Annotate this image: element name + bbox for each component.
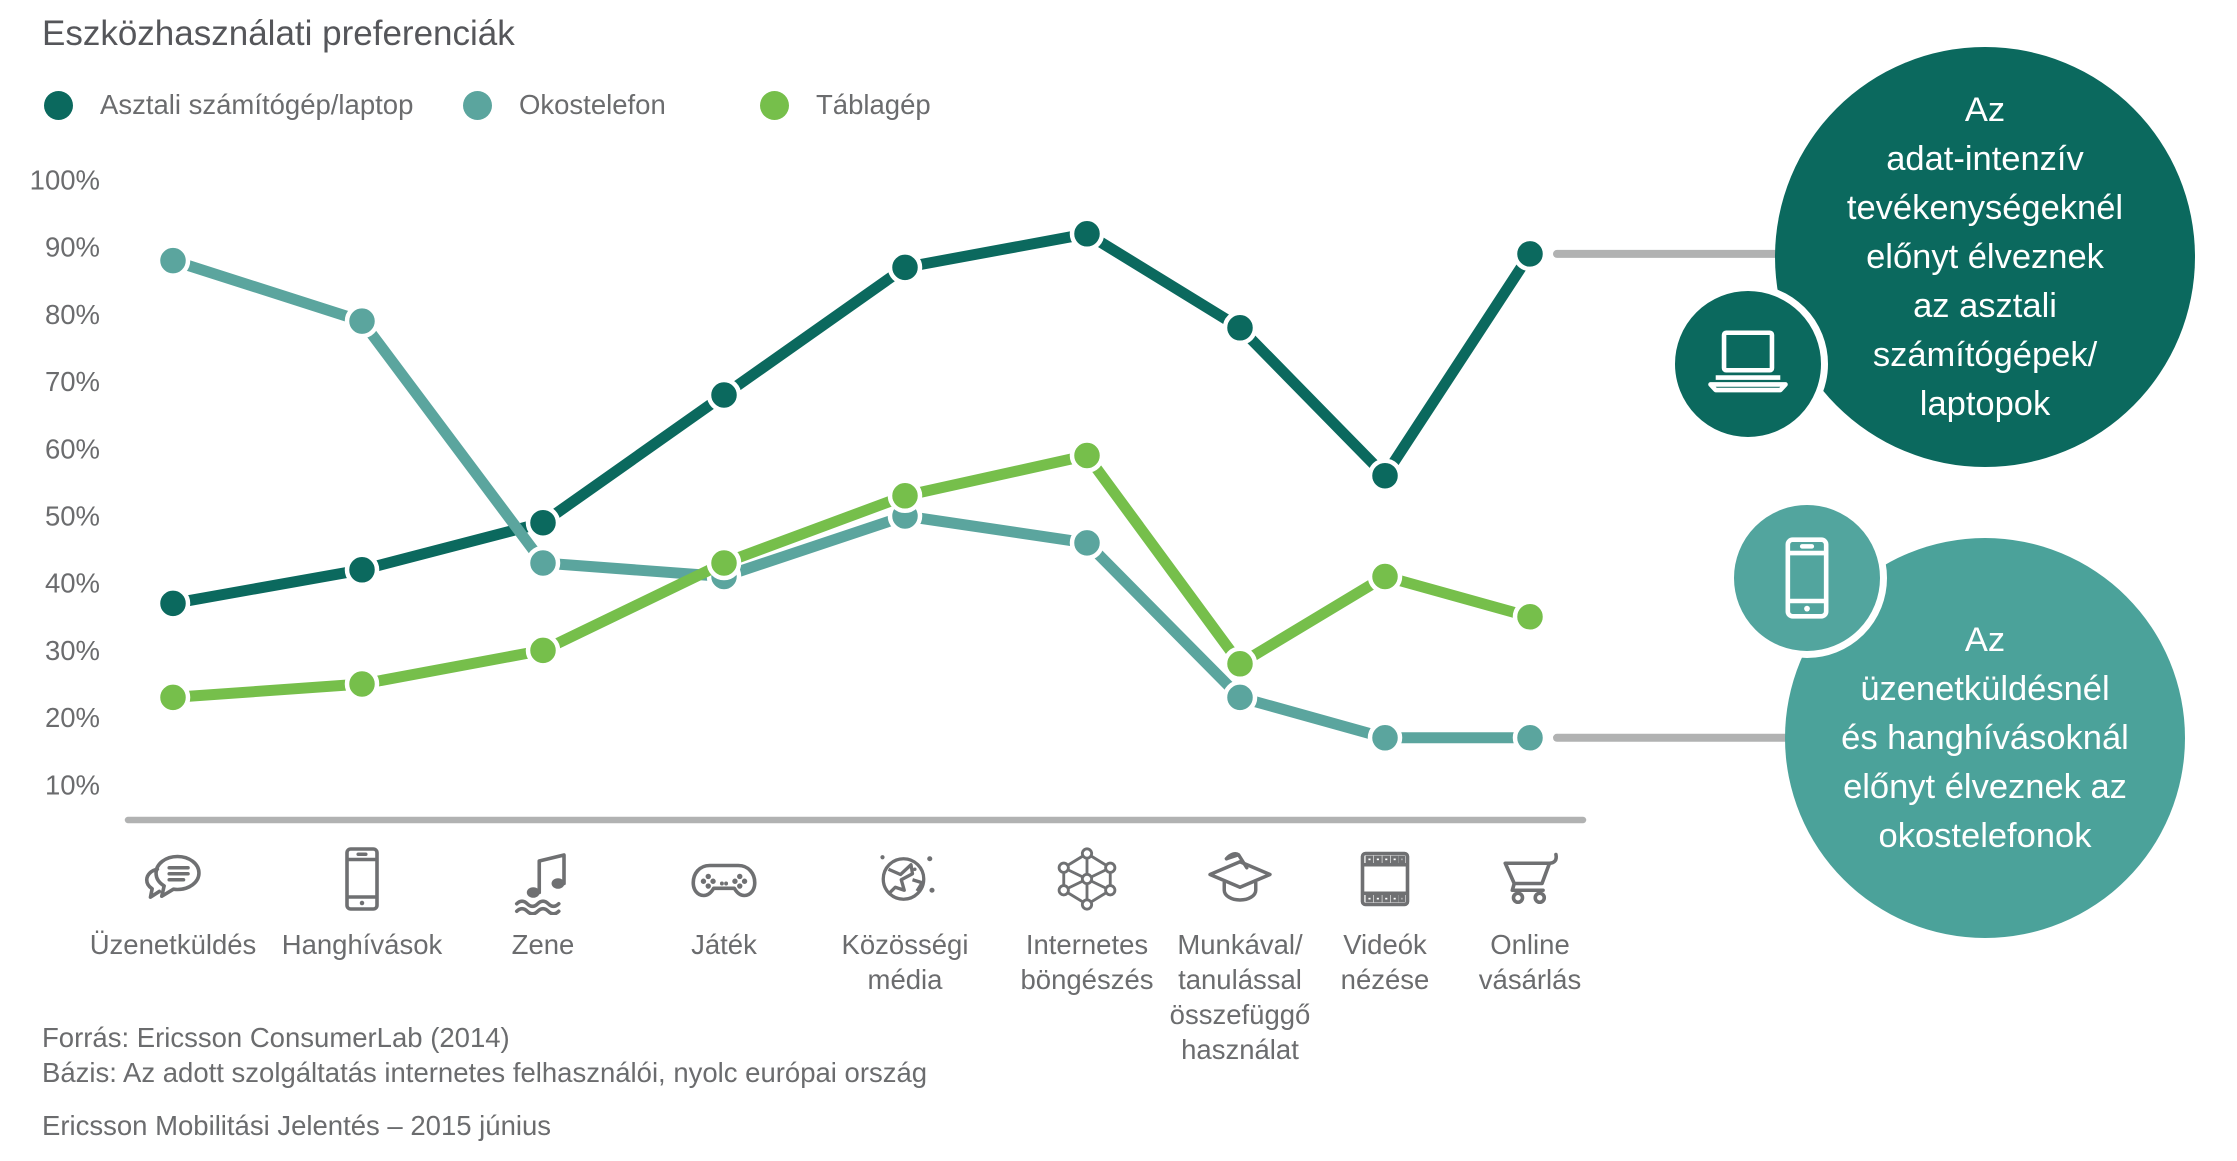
tablet-point-7: [1367, 559, 1403, 594]
desktop-point-7: [1367, 458, 1403, 493]
y-axis-tick: 20%: [45, 702, 100, 733]
smartphone-point-7: [1367, 720, 1403, 756]
desktop-line: [167, 228, 1536, 609]
smartphone-callout-text: Az üzenetküldésnél és hanghívásoknál elő…: [1841, 620, 2129, 855]
tablet-legend-dot-icon: [760, 90, 789, 120]
y-axis-tick: 60%: [45, 433, 100, 464]
desktop-callout-text: Az adat-intenzív tevékenységeknél előnyt…: [1846, 90, 2124, 423]
laptop-icon: [1698, 314, 1798, 414]
desktop-point-4: [887, 250, 923, 285]
footer-basis: Bázis: Az adott szolgáltatás internetes …: [42, 1057, 928, 1088]
music-icon: [514, 853, 567, 915]
legend-item-tablet: Táblagép: [760, 88, 931, 122]
legend-label: Asztali számítógép/laptop: [100, 89, 414, 120]
y-axis-tick: 80%: [45, 299, 100, 330]
shopping-cart-icon: [1503, 852, 1559, 905]
desktop-callout-icon-circle: [1668, 284, 1828, 444]
desktop-point-8: [1512, 236, 1548, 272]
smartphone-icon: [345, 847, 379, 911]
smartphone-callout-icon-circle: [1727, 498, 1887, 658]
legend-item-smartphone: Okostelefon: [463, 88, 666, 122]
legend-item-desktop: Asztali számítógép/laptop: [44, 88, 413, 122]
category-label-2: Zene: [511, 929, 575, 960]
y-axis-tick: 40%: [45, 568, 100, 599]
smartphone-line: [167, 255, 1536, 744]
legend-label: Okostelefon: [519, 89, 666, 120]
tablet-point-8: [1512, 599, 1548, 635]
smartphone-point-2: [525, 545, 561, 581]
category-label-5: Internetes böngészés: [1020, 929, 1154, 995]
y-axis-tick: 90%: [45, 232, 100, 263]
category-label-1: Hanghívások: [281, 929, 443, 960]
tablet-point-6: [1222, 646, 1258, 682]
chat-icon: [144, 854, 201, 899]
page-title: Eszközhasználati preferenciák: [42, 14, 515, 53]
desktop-point-6: [1222, 310, 1258, 346]
legend-label: Táblagép: [816, 89, 931, 120]
category-label-7: Videók nézése: [1340, 929, 1430, 995]
legend: Asztali számítógép/laptop Okostelefon Tá…: [0, 88, 1200, 122]
smartphone-point-8: [1512, 720, 1548, 756]
footer-report: Ericsson Mobilitási Jelentés – 2015 júni…: [42, 1110, 552, 1141]
film-strip-icon: [1360, 851, 1410, 907]
tablet-point-2: [525, 633, 561, 668]
tablet-point-1: [344, 666, 380, 702]
gamepad-icon: [691, 863, 757, 898]
smartphone-point-1: [344, 303, 380, 339]
desktop-point-1: [344, 552, 380, 588]
category-label-6: Munkával/ tanulással összefüggő használa…: [1169, 929, 1311, 1065]
tablet-point-3: [706, 545, 742, 581]
y-axis-tick: 50%: [45, 501, 100, 532]
footer-source: Forrás: Ericsson ConsumerLab (2014): [42, 1022, 510, 1053]
desktop-legend-dot-icon: [44, 90, 73, 120]
desktop-point-0: [155, 586, 191, 621]
smartphone-icon: [1761, 532, 1853, 624]
tablet-point-4: [887, 478, 923, 514]
y-axis-tick: 30%: [45, 635, 100, 666]
globe-icon: [878, 853, 937, 901]
smartphone-point-6: [1222, 680, 1258, 715]
smartphone-point-0: [155, 243, 191, 278]
smartphone-point-5: [1069, 525, 1105, 561]
y-axis-tick: 100%: [30, 165, 100, 196]
desktop-point-2: [525, 505, 561, 540]
tablet-point-0: [155, 680, 191, 715]
graduation-cap-icon: [1208, 852, 1272, 902]
y-axis-tick: 70%: [45, 366, 100, 397]
category-label-0: Üzenetküldés: [89, 929, 257, 960]
category-label-3: Játék: [691, 929, 757, 960]
network-icon: [1057, 847, 1117, 911]
smartphone-legend-dot-icon: [463, 90, 492, 120]
tablet-point-5: [1069, 438, 1105, 473]
category-label-4: Közösségi média: [841, 929, 969, 995]
y-axis-tick: 10%: [45, 769, 100, 800]
desktop-callout-bubble: Az adat-intenzív tevékenységeknél előnyt…: [1775, 47, 2195, 467]
desktop-point-3: [706, 377, 742, 413]
category-label-8: Online vásárlás: [1478, 929, 1582, 995]
desktop-point-5: [1069, 216, 1105, 252]
